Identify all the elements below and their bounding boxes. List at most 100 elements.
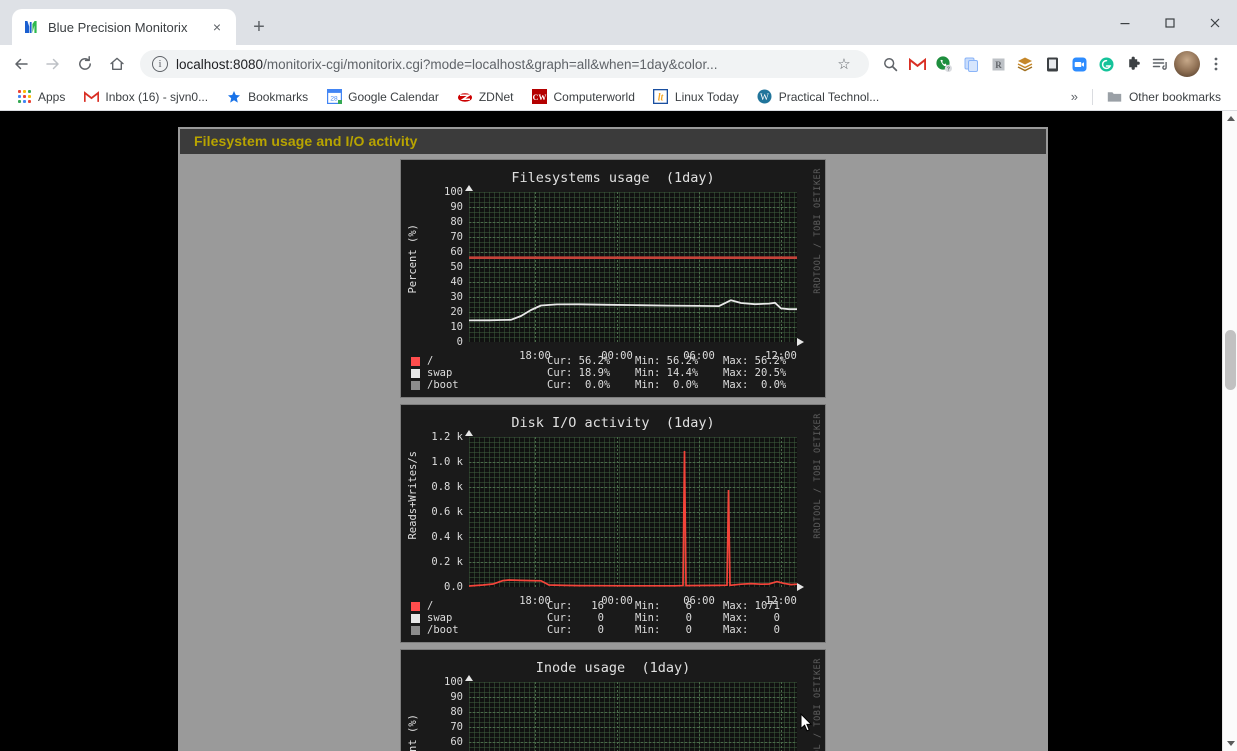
- svg-text:lt: lt: [658, 93, 665, 104]
- bookmark-computerworld[interactable]: CW Computerworld: [524, 86, 643, 108]
- graph-filesystems-usage[interactable]: Filesystems usage (1day) RRDTOOL / TOBI …: [400, 159, 826, 398]
- graph-disk-io-activity[interactable]: Disk I/O activity (1day) RRDTOOL / TOBI …: [400, 404, 826, 643]
- legend-row: swap Cur: 18.9% Min: 14.4% Max: 20.5%: [411, 367, 817, 379]
- legend-cur: Cur: 0.0%: [547, 379, 611, 391]
- bookmark-inbox[interactable]: Inbox (16) - sjvn0...: [75, 86, 216, 108]
- graph-title: Disk I/O activity (1day): [511, 415, 715, 431]
- avatar[interactable]: [1174, 51, 1200, 77]
- books-extension-icon[interactable]: [1012, 51, 1038, 77]
- other-bookmarks-button[interactable]: Other bookmarks: [1099, 86, 1229, 108]
- bookmark-google-calendar[interactable]: 28 Google Calendar: [318, 86, 447, 108]
- minimize-button[interactable]: [1102, 0, 1147, 45]
- legend-swatch: [411, 380, 420, 390]
- bookmark-bookmarks[interactable]: Bookmarks: [218, 86, 316, 108]
- rrdtool-watermark: RRDTOOL / TOBI OETIKER: [813, 168, 823, 294]
- reload-icon[interactable]: [70, 49, 100, 79]
- x-tick: 06:00: [683, 595, 715, 607]
- close-tab-icon[interactable]: ×: [212, 19, 222, 35]
- rrdtool-watermark: RRDTOOL / TOBI OETIKER: [813, 658, 823, 751]
- legend-stats: Cur: 18.9% Min: 14.4% Max: 20.5%: [547, 367, 811, 379]
- panel-body: Filesystems usage (1day) RRDTOOL / TOBI …: [180, 154, 1046, 751]
- legend-label: swap: [427, 612, 453, 624]
- bookmark-star-icon[interactable]: ☆: [837, 56, 851, 73]
- y-tick: 70: [450, 721, 463, 733]
- svg-text:CW: CW: [533, 93, 547, 102]
- legend-cur: Cur: 0: [547, 612, 604, 624]
- svg-text:?: ?: [947, 66, 950, 72]
- puzzle-extensions-icon[interactable]: [1120, 51, 1146, 77]
- page-scrollbar[interactable]: [1222, 111, 1237, 751]
- y-tick: 0.4 k: [431, 531, 463, 543]
- x-axis-arrow: [797, 583, 804, 591]
- reading-list-icon[interactable]: [1147, 51, 1173, 77]
- copy-extension-icon[interactable]: [958, 51, 984, 77]
- legend-stats: Cur: 0 Min: 0 Max: 0: [547, 624, 811, 636]
- zoom-extension-icon[interactable]: [1066, 51, 1092, 77]
- bookmark-linux-today[interactable]: lt Linux Today: [645, 86, 747, 108]
- bookmark-apps[interactable]: Apps: [8, 86, 73, 108]
- y-tick: 0.0: [444, 581, 463, 593]
- y-tick: 90: [450, 691, 463, 703]
- back-icon[interactable]: [6, 49, 36, 79]
- forward-icon[interactable]: [38, 49, 68, 79]
- url-host: localhost:8080: [176, 56, 264, 72]
- window-controls: [1102, 0, 1237, 45]
- legend-stats: Cur: 0 Min: 0 Max: 0: [547, 612, 811, 624]
- legend-max: Max: 0: [723, 612, 780, 624]
- apps-grid-icon: [16, 89, 32, 105]
- x-tick: 18:00: [519, 350, 551, 362]
- bookmark-practical-technology[interactable]: W Practical Technol...: [749, 86, 888, 108]
- maximize-button[interactable]: [1147, 0, 1192, 45]
- star-icon: [226, 89, 242, 105]
- legend-max: Max: 20.5%: [723, 367, 787, 379]
- svg-text:R: R: [995, 60, 1002, 70]
- chrome-menu-icon[interactable]: [1201, 49, 1231, 79]
- y-tick: 0.8 k: [431, 481, 463, 493]
- gmail-extension-icon[interactable]: [904, 51, 930, 77]
- new-tab-button[interactable]: +: [253, 15, 265, 38]
- grammarly-extension-icon[interactable]: [1093, 51, 1119, 77]
- bookmark-label: Google Calendar: [348, 89, 439, 104]
- site-info-icon[interactable]: i: [152, 56, 168, 72]
- y-tick: 0.2 k: [431, 556, 463, 568]
- home-icon[interactable]: [102, 49, 132, 79]
- extension-toolbar: ? R: [877, 49, 1231, 79]
- y-tick: 30: [450, 291, 463, 303]
- graph-inode-usage[interactable]: Inode usage (1day) RRDTOOL / TOBI OETIKE…: [400, 649, 826, 751]
- legend-label: /boot: [427, 379, 459, 391]
- legend-min: Min: 0: [635, 612, 692, 624]
- y-axis-arrow: [465, 430, 473, 436]
- phone-extension-icon[interactable]: ?: [931, 51, 957, 77]
- search-icon[interactable]: [877, 51, 903, 77]
- legend-max: Max: 0.0%: [723, 379, 787, 391]
- reader-extension-icon[interactable]: R: [985, 51, 1011, 77]
- scrollbar-thumb[interactable]: [1225, 330, 1236, 390]
- wordpress-icon: W: [757, 89, 773, 105]
- y-tick: 90: [450, 201, 463, 213]
- bookmarks-overflow-icon[interactable]: »: [1070, 89, 1078, 104]
- close-window-button[interactable]: [1192, 0, 1237, 45]
- monitorix-content: Filesystem usage and I/O activity Filesy…: [178, 127, 1048, 751]
- zdnet-icon: [457, 89, 473, 105]
- svg-text:28: 28: [330, 95, 338, 102]
- bookmarks-bar: Apps Inbox (16) - sjvn0... Bookmarks 28 …: [0, 83, 1237, 111]
- legend-min: Min: 56.2%: [635, 355, 699, 367]
- y-tick: 50: [450, 261, 463, 273]
- bookmark-zdnet[interactable]: ZDNet: [449, 86, 522, 108]
- browser-toolbar: i localhost:8080/monitorix-cgi/monitorix…: [0, 45, 1237, 83]
- legend-swatch: [411, 625, 420, 635]
- pocket-extension-icon[interactable]: [1039, 51, 1065, 77]
- address-bar[interactable]: i localhost:8080/monitorix-cgi/monitorix…: [140, 50, 869, 78]
- bookmark-label: Computerworld: [553, 89, 635, 104]
- legend-max: Max: 56.2%: [723, 355, 787, 367]
- scroll-up-icon[interactable]: [1223, 111, 1237, 126]
- other-bookmarks-label: Other bookmarks: [1128, 89, 1221, 104]
- browser-tab[interactable]: Blue Precision Monitorix ×: [12, 9, 236, 45]
- y-tick: 0.6 k: [431, 506, 463, 518]
- scroll-down-icon[interactable]: [1223, 736, 1237, 751]
- x-tick: 18:00: [519, 595, 551, 607]
- legend-row: /boot Cur: 0.0% Min: 0.0% Max: 0.0%: [411, 379, 817, 391]
- legend-stats: Cur: 16 Min: 6 Max: 1071: [547, 600, 811, 612]
- bookmark-label: Apps: [38, 89, 66, 104]
